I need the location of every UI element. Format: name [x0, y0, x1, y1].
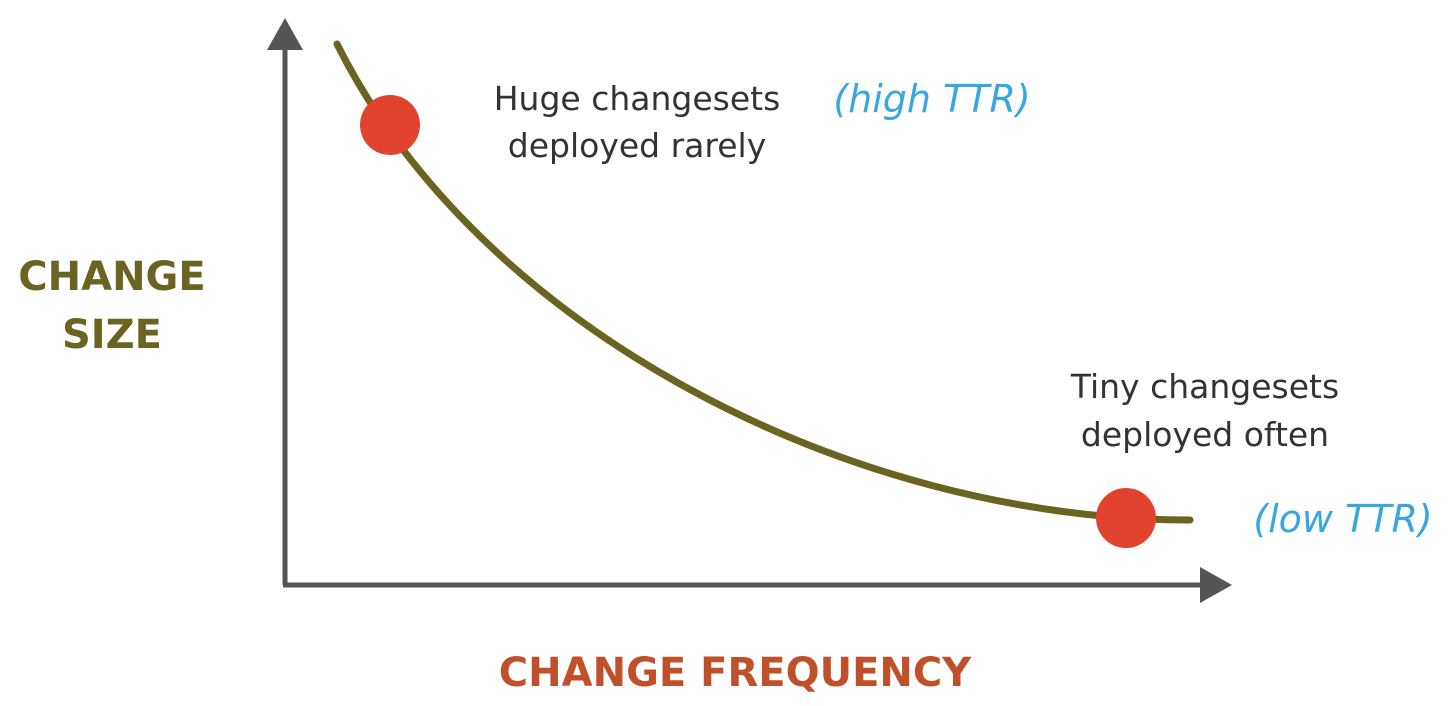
low-point-label-line2: deployed often	[1081, 415, 1329, 454]
low-ttr-point	[1096, 488, 1156, 548]
y-axis-label-line2: SIZE	[62, 312, 162, 358]
high-ttr-label: (high TTR)	[833, 77, 1030, 121]
y-axis-label-line1: CHANGE	[18, 254, 205, 300]
x-axis-label: CHANGE FREQUENCY	[499, 650, 972, 696]
y-axis-arrowhead	[267, 18, 303, 50]
high-ttr-point	[360, 95, 420, 155]
high-point-label-line1: Huge changesets	[494, 79, 781, 118]
low-ttr-label: (low TTR)	[1253, 497, 1432, 541]
low-point-label-line1: Tiny changesets	[1070, 367, 1339, 406]
high-point-label-line2: deployed rarely	[508, 126, 766, 165]
tradeoff-curve	[333, 40, 1194, 524]
x-axis-arrowhead	[1200, 567, 1232, 603]
